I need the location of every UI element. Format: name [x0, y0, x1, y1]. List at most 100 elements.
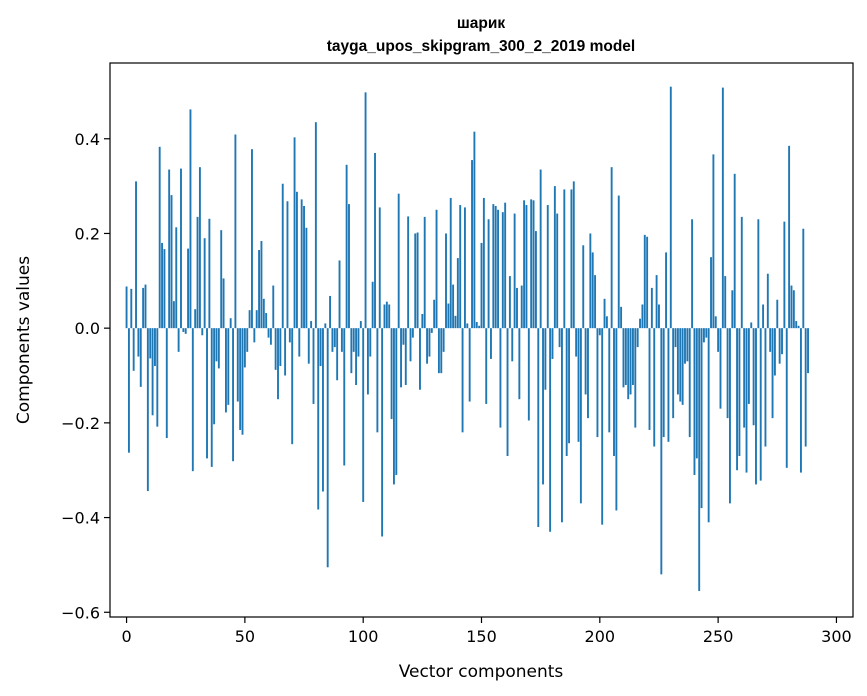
bar	[378, 207, 381, 329]
bar	[447, 303, 450, 329]
bar	[759, 328, 762, 481]
bar	[575, 328, 578, 357]
bar	[667, 328, 670, 442]
bar	[792, 290, 795, 329]
bar	[807, 328, 809, 374]
bar	[274, 328, 277, 370]
bar	[598, 328, 601, 336]
bar	[705, 328, 708, 338]
bar	[227, 328, 230, 405]
bar	[241, 328, 244, 435]
bar	[589, 233, 592, 329]
y-tick-label: 0.4	[75, 130, 100, 149]
bar	[312, 328, 315, 404]
bar	[267, 328, 270, 338]
bar	[333, 328, 336, 348]
bar	[700, 328, 703, 509]
bar	[511, 328, 514, 362]
bar	[383, 304, 386, 329]
chart-title: шарик	[457, 15, 506, 32]
bar	[788, 145, 791, 329]
bar	[175, 227, 178, 329]
bar	[603, 298, 606, 329]
bar	[206, 328, 208, 459]
bar	[506, 328, 509, 457]
bar	[371, 281, 374, 329]
bar-series	[125, 86, 809, 591]
bar	[570, 189, 573, 329]
bar	[513, 213, 516, 329]
bar	[717, 328, 720, 352]
bar	[518, 328, 521, 400]
bar	[331, 328, 334, 352]
bar	[144, 284, 147, 329]
bar	[229, 318, 232, 329]
bar	[665, 252, 668, 329]
bar	[232, 328, 234, 462]
bar	[679, 328, 682, 402]
bar	[225, 328, 227, 413]
bar	[766, 273, 769, 329]
bar	[729, 328, 731, 504]
bar	[154, 328, 156, 367]
bar	[608, 328, 611, 433]
bar	[288, 328, 291, 343]
bar	[487, 219, 490, 329]
bar	[804, 328, 807, 447]
bar	[220, 230, 223, 329]
bar	[217, 328, 220, 369]
bar	[416, 232, 419, 329]
bar	[215, 328, 218, 362]
chart-subtitle: tayga_upos_skipgram_300_2_2019 model	[327, 38, 635, 55]
bar	[374, 152, 376, 329]
bar	[459, 205, 462, 329]
bar	[605, 316, 608, 329]
bar	[397, 193, 400, 329]
bar	[307, 328, 310, 364]
bar	[634, 328, 637, 428]
bar	[497, 209, 500, 329]
bar	[776, 299, 779, 329]
bar	[698, 328, 701, 591]
x-tick-label: 150	[466, 627, 497, 646]
bar	[719, 328, 722, 409]
bar	[364, 92, 367, 329]
bar	[369, 328, 372, 357]
bar	[591, 252, 594, 329]
x-tick-label: 100	[348, 627, 379, 646]
bar	[201, 328, 204, 336]
bar	[300, 199, 303, 329]
bar	[222, 278, 225, 329]
bar	[681, 328, 684, 405]
bar	[755, 328, 757, 485]
bar	[137, 328, 140, 357]
bar	[461, 328, 464, 433]
bar	[650, 287, 653, 329]
bar	[177, 328, 180, 352]
bar	[191, 328, 194, 472]
bar	[385, 301, 388, 329]
bar	[305, 227, 308, 329]
bar	[532, 200, 535, 329]
bar	[409, 328, 412, 362]
bar	[435, 209, 438, 329]
bar	[139, 328, 142, 387]
bar	[520, 285, 523, 329]
bar	[733, 173, 736, 329]
bar	[284, 328, 287, 376]
bar	[745, 328, 748, 473]
bar	[693, 328, 696, 475]
bar	[390, 328, 393, 420]
bar	[393, 328, 395, 485]
bar	[430, 328, 433, 333]
bar	[568, 328, 570, 444]
bar	[381, 328, 384, 537]
x-tick-label: 0	[121, 627, 131, 646]
bar	[757, 219, 760, 329]
bar	[355, 328, 358, 385]
bar	[662, 328, 665, 438]
bar	[172, 301, 175, 329]
y-tick-label: −0.2	[61, 414, 100, 433]
bar	[345, 164, 348, 329]
